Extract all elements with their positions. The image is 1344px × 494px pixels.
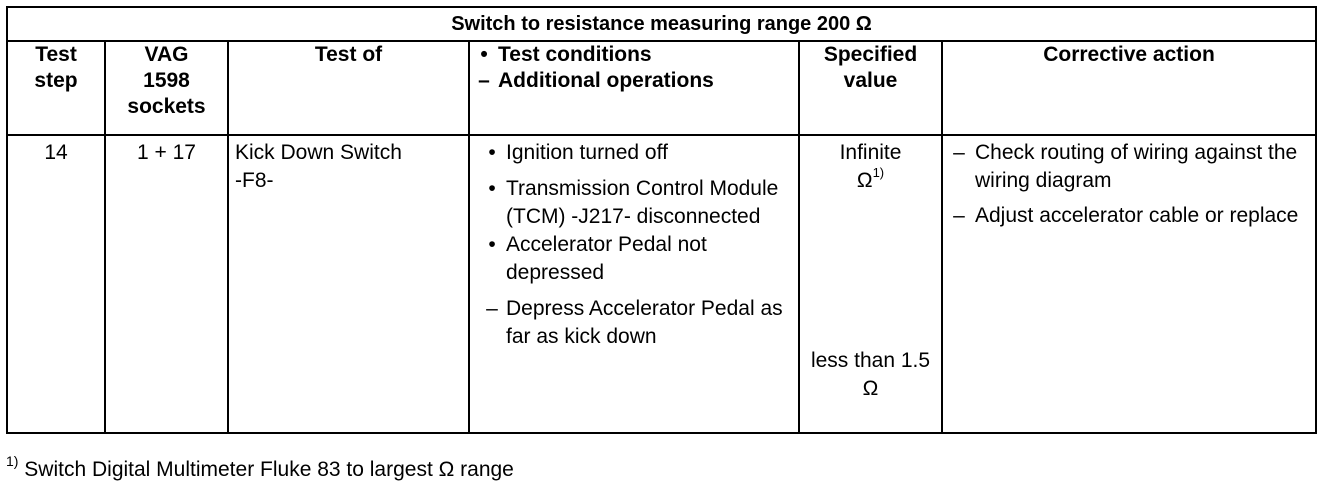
footnote-ref: 1): [872, 165, 885, 180]
header-vag-line1: VAG: [144, 43, 189, 66]
dash-icon: –: [953, 204, 965, 227]
footnote-marker: 1): [6, 453, 19, 469]
header-specified-value: Specified value: [798, 40, 943, 136]
corrective-item: – Adjust accelerator cable or replace: [943, 202, 1307, 230]
cell-test-step: 14: [6, 134, 106, 434]
condition-item: • Accelerator Pedal not depressed: [478, 231, 792, 287]
corrective-item: – Check routing of wiring against the wi…: [943, 139, 1307, 195]
cell-conditions: • Ignition turned off • Transmission Con…: [468, 134, 800, 434]
test-of-line1: Kick Down Switch: [235, 141, 402, 164]
cell-sockets: 1 + 17: [104, 134, 229, 434]
bullet-icon: •: [488, 177, 496, 200]
spec-value-1: Infinite Ω1): [839, 141, 902, 192]
header-cond-line1: • Test conditions: [470, 42, 798, 68]
cell-test-of: Kick Down Switch -F8-: [227, 134, 470, 434]
header-conditions: • Test conditions – Additional operation…: [468, 40, 800, 136]
header-spec-line1: Specified: [823, 43, 918, 66]
dash-icon: –: [953, 141, 965, 164]
header-vag-sockets: VAG 1598 sockets: [104, 40, 229, 136]
cell-specified-value: Infinite Ω1) less than 1.5 Ω: [798, 134, 943, 434]
cell-corrective-action: – Check routing of wiring against the wi…: [940, 134, 1318, 434]
footnote: 1) Switch Digital Multimeter Fluke 83 to…: [6, 453, 514, 484]
header-corrective-action: Corrective action: [940, 40, 1318, 136]
header-vag-line3: sockets: [127, 95, 206, 118]
table-row: 14 1 + 17 Kick Down Switch -F8- • Igniti…: [6, 134, 1318, 434]
condition-item: • Transmission Control Module (TCM) -J21…: [478, 175, 792, 231]
footnote-text: Switch Digital Multimeter Fluke 83 to la…: [24, 458, 514, 481]
table-banner: Switch to resistance measuring range 200…: [5, 6, 1318, 42]
header-spec-line2: value: [843, 69, 898, 92]
test-of-line2: -F8-: [235, 169, 274, 192]
header-test-of: Test of: [227, 40, 470, 136]
header-test-step-line1: Test: [35, 43, 77, 66]
test-table: Switch to resistance measuring range 200…: [5, 6, 1318, 434]
header-row: Test step VAG 1598 sockets Test of • Tes…: [6, 40, 1318, 136]
bullet-icon: •: [488, 141, 496, 164]
bullet-icon: •: [488, 233, 496, 256]
condition-item: • Ignition turned off: [478, 139, 792, 167]
spec-value-2: less than 1.5 Ω: [810, 349, 931, 400]
header-vag-line2: 1598: [143, 69, 190, 92]
dash-icon: –: [478, 69, 490, 92]
header-cond-line2: – Additional operations: [470, 68, 798, 94]
condition-item: – Depress Accelerator Pedal as far as ki…: [478, 295, 792, 351]
header-test-step-line2: step: [34, 69, 78, 92]
bullet-icon: •: [480, 43, 488, 66]
header-test-step: Test step: [6, 40, 106, 136]
dash-icon: –: [486, 297, 498, 320]
